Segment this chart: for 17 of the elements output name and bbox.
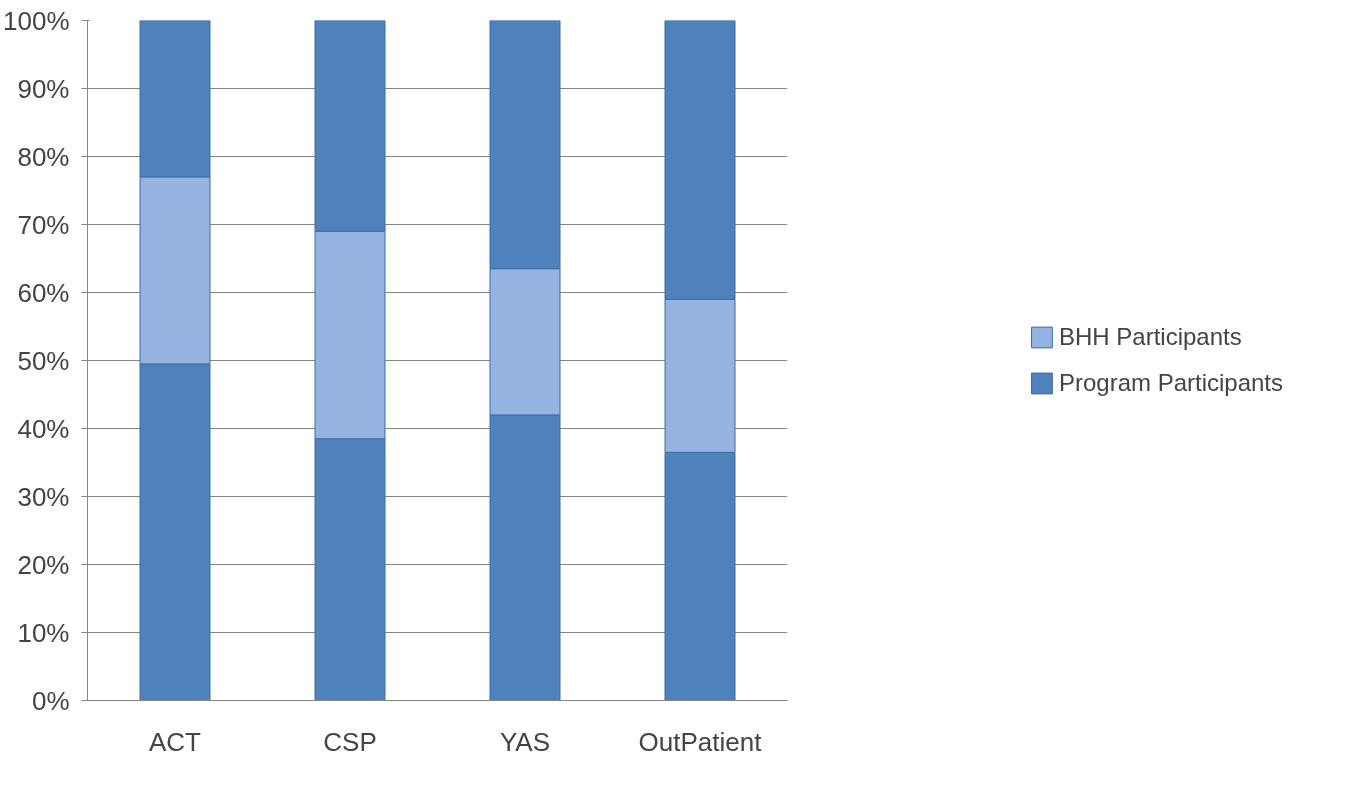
legend-label: BHH Participants: [1058, 323, 1242, 351]
y-tick-label: 50%: [17, 345, 70, 376]
y-tick-label: 20%: [17, 549, 70, 580]
x-tick-label: CSP: [323, 726, 377, 757]
legend-label: Program Participants: [1058, 369, 1284, 397]
x-tick-label: ACT: [149, 726, 202, 757]
y-tick-label: 40%: [17, 413, 70, 444]
y-tick-label: 90%: [17, 73, 70, 104]
y-tick-label: 0%: [31, 685, 70, 716]
y-tick-label: 70%: [17, 209, 70, 240]
y-tick-label: 100%: [3, 5, 70, 36]
x-tick-label: YAS: [499, 726, 551, 757]
y-tick-label: 80%: [17, 141, 70, 172]
y-tick-label: 10%: [17, 617, 70, 648]
y-tick-label: 60%: [17, 277, 70, 308]
x-tick-label: OutPatient: [638, 726, 763, 757]
y-tick-label: 30%: [17, 481, 70, 512]
